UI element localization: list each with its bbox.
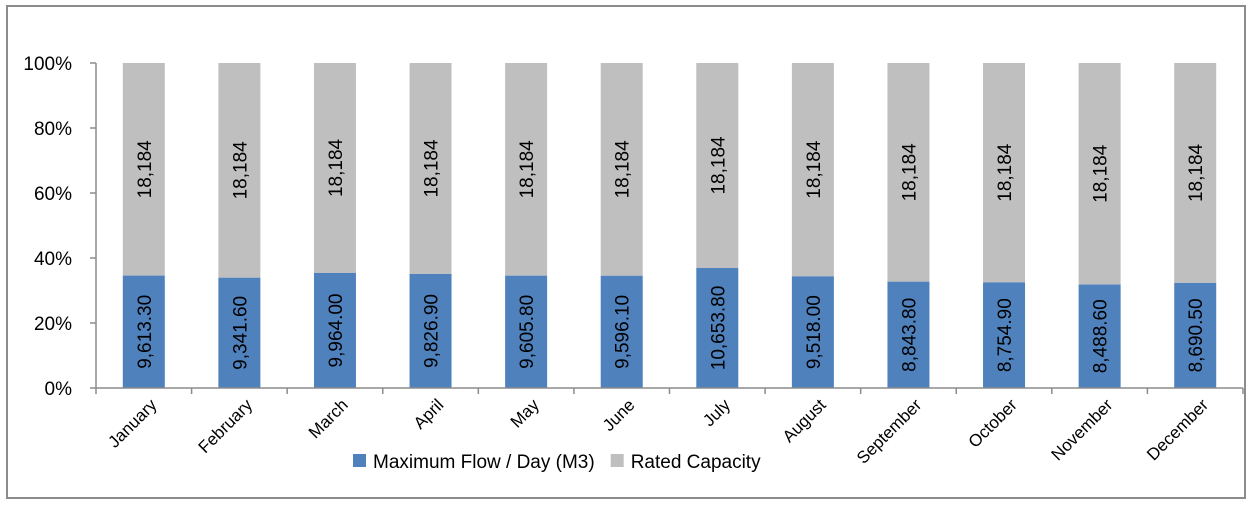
legend: Maximum Flow / Day (M3) Rated Capacity (353, 452, 761, 473)
y-tick-label: 100% (23, 54, 72, 75)
axes-layer: 0% 20% 40% 60% 80% 100% (23, 54, 1244, 400)
data-label-rated-capacity-november: 18,184 (1091, 144, 1112, 203)
category-label-may: May (507, 395, 543, 431)
category-label-february: February (195, 395, 257, 457)
y-tick-label: 60% (34, 184, 72, 205)
bar-rated-capacity-august (791, 63, 834, 277)
bar-rated-capacity-june (600, 63, 643, 276)
bar-rated-capacity-february (218, 63, 261, 278)
data-label-maximum-flow-may: 9,605.80 (517, 295, 538, 369)
data-label-rated-capacity-april: 18,184 (422, 139, 443, 198)
bar-rated-capacity-march (313, 63, 356, 273)
bar-maximum-flow-september (887, 281, 930, 388)
data-label-maximum-flow-july: 10,653.80 (708, 286, 729, 371)
data-label-rated-capacity-july: 18,184 (708, 136, 729, 195)
y-tick-label: 40% (34, 249, 72, 270)
bar-maximum-flow-august (791, 276, 834, 388)
bar-rated-capacity-december (1174, 63, 1217, 283)
data-label-maximum-flow-october: 8,754.90 (995, 298, 1016, 372)
category-label-april: April (410, 395, 447, 432)
bar-maximum-flow-april (409, 273, 452, 388)
data-label-maximum-flow-june: 9,596.10 (613, 295, 634, 369)
legend-swatch-maximum-flow (353, 454, 366, 467)
y-tick-label: 20% (34, 314, 72, 335)
category-label-june: June (599, 395, 639, 435)
category-label-august: August (779, 395, 830, 446)
data-label-rated-capacity-january: 18,184 (135, 140, 156, 199)
data-label-rated-capacity-february: 18,184 (230, 141, 251, 200)
bar-rated-capacity-may (505, 63, 548, 276)
bar-maximum-flow-june (600, 275, 643, 388)
bar-maximum-flow-may (505, 275, 548, 388)
data-label-rated-capacity-december: 18,184 (1186, 143, 1207, 202)
bar-rated-capacity-october (983, 63, 1026, 283)
data-label-rated-capacity-august: 18,184 (804, 140, 825, 199)
category-label-march: March (305, 395, 352, 442)
labels-layer: 9,613.30 18,184 January 9,341.60 18,184 Febru… (104, 136, 1212, 468)
data-label-rated-capacity-may: 18,184 (517, 140, 538, 199)
bar-maximum-flow-january (122, 275, 165, 388)
bar-rated-capacity-january (122, 63, 165, 276)
bar-rated-capacity-november (1078, 63, 1121, 285)
data-label-maximum-flow-february: 9,341.60 (230, 296, 251, 370)
bar-rated-capacity-september (887, 63, 930, 282)
legend-label-rated-capacity: Rated Capacity (631, 452, 761, 473)
category-label-december: December (1143, 395, 1212, 464)
data-label-maximum-flow-january: 9,613.30 (135, 295, 156, 369)
category-label-july: July (699, 395, 734, 430)
category-label-january: January (104, 395, 161, 452)
data-label-maximum-flow-march: 9,964.00 (326, 293, 347, 367)
data-label-rated-capacity-september: 18,184 (899, 143, 920, 202)
bar-maximum-flow-march (313, 272, 356, 388)
bar-maximum-flow-november (1078, 284, 1121, 388)
bar-maximum-flow-february (218, 277, 261, 388)
category-label-october: October (965, 395, 1021, 451)
category-label-september: September (853, 395, 925, 467)
y-tick-label: 80% (34, 119, 72, 140)
bar-maximum-flow-october (983, 282, 1026, 388)
data-label-maximum-flow-november: 8,488.60 (1091, 299, 1112, 373)
data-label-rated-capacity-march: 18,184 (326, 138, 347, 197)
bar-rated-capacity-july (696, 63, 739, 268)
legend-swatch-rated-capacity (610, 454, 624, 467)
bars-layer (122, 63, 1217, 388)
data-label-maximum-flow-december: 8,690.50 (1186, 298, 1207, 372)
bar-maximum-flow-december (1174, 282, 1217, 388)
data-label-maximum-flow-april: 9,826.90 (422, 294, 443, 368)
bar-maximum-flow-july (696, 267, 739, 388)
data-label-rated-capacity-october: 18,184 (995, 143, 1016, 202)
data-label-maximum-flow-august: 9,518.00 (804, 295, 825, 369)
y-tick-label: 0% (45, 379, 73, 400)
legend-label-maximum-flow: Maximum Flow / Day (M3) (373, 452, 595, 473)
data-label-rated-capacity-june: 18,184 (613, 140, 634, 199)
data-label-maximum-flow-september: 8,843.80 (899, 298, 920, 372)
bar-rated-capacity-april (409, 63, 452, 274)
category-label-november: November (1048, 395, 1117, 464)
